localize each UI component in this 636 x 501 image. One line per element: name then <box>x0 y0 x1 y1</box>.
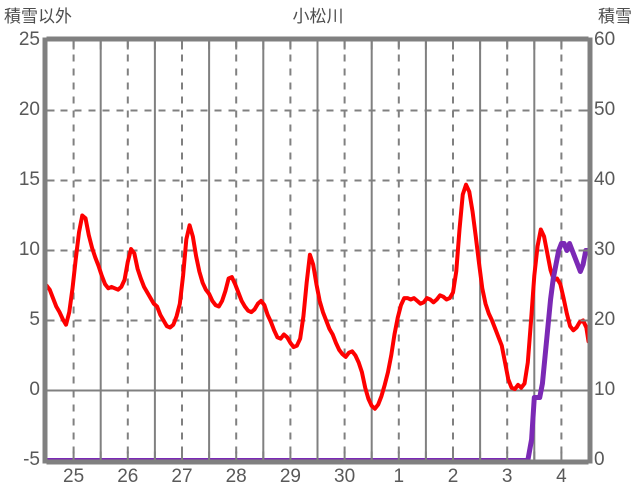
x-axis-tick-label: 4 <box>556 466 567 487</box>
x-axis-tick-label: 30 <box>334 466 356 487</box>
x-axis-tick-label: 3 <box>501 466 513 487</box>
right-axis-title: 積雪 <box>598 7 632 26</box>
left-axis-tick-label: 10 <box>18 238 40 260</box>
left-axis-tick-label: -5 <box>23 448 40 470</box>
x-axis-tick-label: 27 <box>171 466 193 487</box>
right-axis-tick-label: 0 <box>594 448 605 470</box>
x-axis-tick-label: 26 <box>117 466 139 487</box>
right-axis-tick-label: 40 <box>594 168 616 190</box>
page-title: 小松川 <box>292 7 344 26</box>
x-axis-tick-label: 1 <box>393 466 405 487</box>
left-axis-tick-label: 25 <box>18 28 40 50</box>
gridlines <box>46 40 589 461</box>
x-axis-tick-label: 29 <box>279 466 301 487</box>
x-axis-tick-label: 28 <box>225 466 247 487</box>
left-axis-title: 積雪以外 <box>4 7 72 26</box>
right-axis-tick-label: 30 <box>594 238 616 260</box>
left-axis-tick-label: 5 <box>29 308 40 330</box>
x-axis-tick-label: 25 <box>63 466 85 487</box>
left-axis-tick-label: 15 <box>18 168 40 190</box>
left-axis-tick-label: 20 <box>18 98 40 120</box>
x-axis-tick-label: 2 <box>447 466 459 487</box>
axis-ticks <box>46 39 589 462</box>
axis-frame <box>42 36 593 465</box>
right-axis-tick-label: 60 <box>594 28 616 50</box>
right-axis-tick-label: 20 <box>594 308 616 330</box>
right-axis-tick-label: 10 <box>594 378 616 400</box>
left-axis-tick-label: 0 <box>29 378 40 400</box>
right-axis-tick-label: 50 <box>594 98 616 120</box>
